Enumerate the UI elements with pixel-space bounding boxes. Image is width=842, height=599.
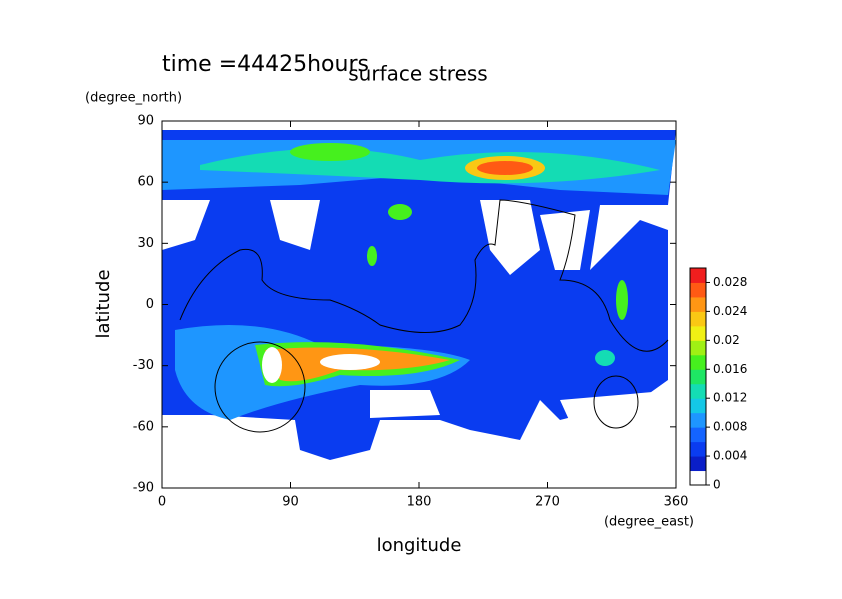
colorbar-segment (690, 456, 706, 472)
colorbar-segment (690, 354, 706, 370)
contour-hole (162, 430, 240, 470)
contour-region (477, 161, 533, 175)
contour-region (367, 246, 377, 266)
contour-hole (560, 390, 676, 488)
contour-region (595, 350, 615, 366)
colorbar-segment (690, 296, 706, 312)
coastline (179, 199, 669, 352)
colorbar-segment (690, 398, 706, 414)
colorbar-segment (690, 369, 706, 385)
contour-hole (480, 200, 540, 275)
x-tick-label: 0 (158, 495, 166, 510)
chart-title: surface stress (348, 62, 487, 86)
colorbar-segment (690, 340, 706, 356)
y-tick-label: 90 (137, 114, 154, 129)
colorbar-segment (690, 282, 706, 298)
colorbar-segment (690, 441, 706, 457)
x-tick-label: 90 (282, 495, 299, 510)
x-tick-label: 180 (407, 495, 432, 510)
contour-hole (540, 210, 590, 270)
y-axis-label: latitude (93, 269, 114, 338)
contour-hole (370, 390, 440, 418)
contour-region (616, 280, 628, 320)
contour-region (388, 204, 412, 220)
colorbar-tick-label: 0.012 (713, 391, 747, 405)
coastline (214, 341, 306, 433)
field (162, 130, 676, 488)
y-tick-label: -30 (133, 358, 154, 373)
colorbar-tick-label: 0.024 (713, 304, 747, 318)
x-tick-label: 270 (535, 495, 560, 510)
colorbar-tick-label: 0.008 (713, 420, 747, 434)
contour-hole (270, 200, 320, 250)
colorbar-tick-label: 0.016 (713, 362, 747, 376)
colorbar-segment (690, 412, 706, 428)
x-axis-label: longitude (377, 535, 462, 556)
y-tick-label: 0 (146, 297, 154, 312)
y-tick-label: 60 (137, 175, 154, 190)
x-tick-label: 360 (664, 495, 689, 510)
colorbar-segment (690, 311, 706, 327)
colorbar-segment (690, 325, 706, 341)
colorbar-tick-label: 0 (713, 478, 721, 492)
y-tick-label: -60 (133, 419, 154, 434)
y-unit: (degree_north) (85, 91, 182, 106)
colorbar-tick-label: 0.028 (713, 275, 747, 289)
annotation: time =44425hours (162, 52, 369, 77)
colorbar-tick-label: 0.02 (713, 333, 740, 347)
x-unit: (degree_east) (604, 515, 694, 530)
colorbar-segment (690, 427, 706, 443)
colorbar-segment (690, 268, 706, 283)
contour-region (290, 143, 370, 161)
colorbar-tick-label: 0.004 (713, 449, 747, 463)
colorbar-frame (689, 267, 707, 486)
contour-hole (320, 354, 380, 370)
contour-hole (262, 347, 282, 383)
coastline (593, 375, 639, 429)
y-tick-label: -90 (133, 481, 154, 496)
contour-hole (162, 200, 210, 250)
colorbar-segment (690, 383, 706, 399)
colorbar-segment (690, 470, 706, 486)
y-tick-label: 30 (137, 236, 154, 251)
